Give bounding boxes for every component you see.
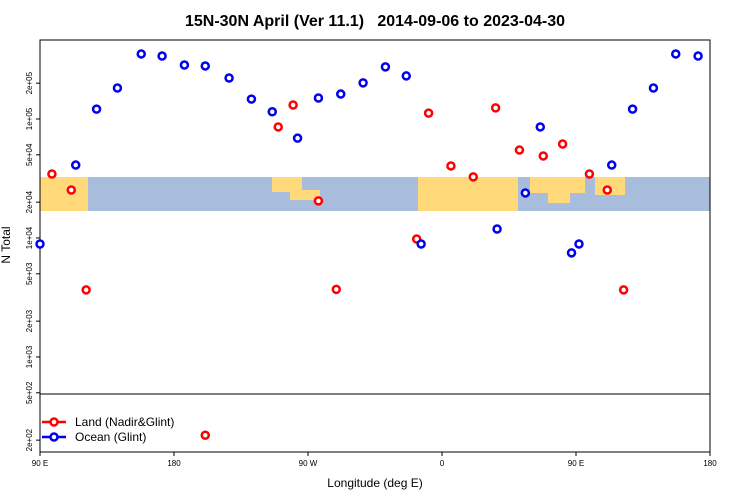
point: [136, 49, 146, 59]
point: [416, 239, 426, 249]
point: [520, 188, 531, 198]
point: [671, 49, 681, 59]
y-tick-label: 1e+04: [25, 226, 34, 249]
point: [490, 103, 501, 113]
point: [358, 78, 368, 88]
chart-title: 15N-30N April (Ver 11.1) 2014-09-06 to 2…: [185, 13, 565, 30]
y-tick-label: 2e+02: [25, 428, 34, 451]
point: [331, 284, 342, 295]
legend-label: Ocean (Glint): [75, 430, 146, 444]
point: [224, 73, 234, 83]
point: [246, 94, 257, 104]
point: [66, 185, 77, 195]
point: [70, 160, 81, 170]
point: [693, 51, 703, 61]
y-tick-label: 2e+05: [25, 71, 34, 94]
point: [618, 285, 629, 295]
point: [602, 185, 613, 195]
y-tick-label: 2e+04: [25, 190, 34, 213]
plot-frame: [39, 39, 711, 453]
point: [557, 139, 568, 149]
point: [336, 89, 346, 99]
point: [574, 239, 584, 249]
x-tick-label: 180: [167, 459, 181, 468]
point: [380, 62, 391, 72]
point: [200, 430, 211, 440]
point: [313, 93, 324, 103]
point: [606, 160, 617, 170]
x-axis-label: Longitude (deg E): [327, 476, 422, 490]
x-tick-label: 90 E: [32, 459, 48, 468]
point: [648, 83, 659, 93]
point: [47, 169, 57, 179]
legend-label: Land (Nadir&Glint): [75, 415, 174, 429]
x-tick-label: 0: [440, 459, 445, 468]
point: [566, 248, 577, 258]
point: [423, 108, 434, 118]
legend-marker: [49, 417, 59, 427]
point: [446, 161, 456, 171]
point: [179, 60, 190, 70]
y-tick-label: 2e+03: [25, 309, 34, 332]
y-tick-label: 5e+04: [25, 143, 34, 166]
x-tick-label: 90 E: [568, 459, 584, 468]
y-tick-label: 1e+05: [25, 107, 34, 130]
x-tick-label: 90 W: [299, 459, 318, 468]
y-tick-label: 1e+03: [25, 345, 34, 368]
point: [81, 285, 91, 295]
map-band: [40, 177, 710, 211]
point: [538, 151, 548, 161]
point: [157, 51, 167, 61]
y-axis-label: N Total: [0, 226, 13, 263]
point: [514, 145, 525, 155]
point: [288, 100, 298, 110]
point: [112, 83, 123, 93]
legend-marker: [49, 432, 59, 442]
point: [584, 169, 595, 179]
point: [627, 104, 638, 114]
y-tick-label: 5e+02: [25, 381, 34, 404]
point: [267, 107, 278, 117]
point: [313, 196, 324, 206]
point: [200, 61, 211, 71]
y-tick-label: 5e+03: [25, 262, 34, 285]
point: [468, 172, 479, 182]
point: [292, 133, 303, 143]
point: [492, 224, 502, 234]
point: [535, 122, 546, 132]
point: [401, 71, 412, 81]
point: [91, 104, 102, 114]
x-tick-label: 180: [703, 459, 717, 468]
point: [35, 239, 45, 249]
point: [273, 122, 283, 132]
